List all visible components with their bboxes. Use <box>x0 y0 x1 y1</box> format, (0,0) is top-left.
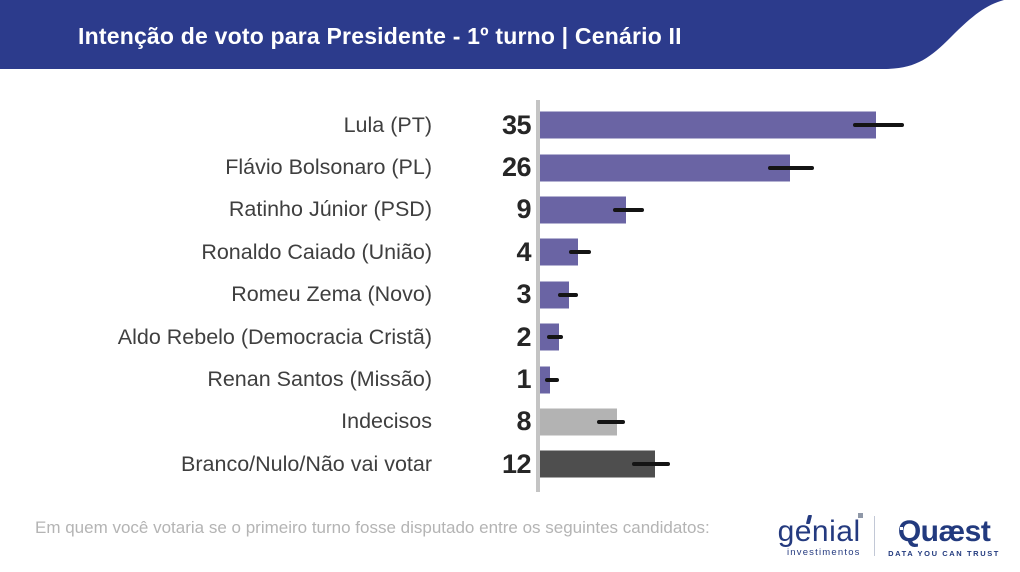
candidate-label: Indecisos <box>341 409 432 434</box>
error-bar <box>558 292 579 297</box>
bar-track <box>540 231 1020 273</box>
error-bar <box>544 377 560 382</box>
page-title: Intenção de voto para Presidente - 1º tu… <box>78 23 682 49</box>
candidate-label: Lula (PT) <box>343 112 432 137</box>
candidate-label: Branco/Nulo/Não vai votar <box>181 451 432 476</box>
bar-track <box>540 146 1020 188</box>
candidate-label: Renan Santos (Missão) <box>207 367 432 392</box>
branding-logos: genial investimentos Quæst DATA YOU CAN … <box>777 512 1000 559</box>
chart-row: Flávio Bolsonaro (PL) 26 <box>0 146 1020 188</box>
bar <box>540 154 790 182</box>
bar-track <box>540 189 1020 231</box>
value-label: 3 <box>516 279 531 310</box>
value-label: 26 <box>501 152 532 183</box>
genial-subtitle: investimentos <box>786 547 861 558</box>
candidate-label: Ratinho Júnior (PSD) <box>228 197 432 222</box>
chart-baseline-axis <box>536 100 540 492</box>
value-label: 12 <box>501 448 532 479</box>
quaest-pixel-icon <box>894 522 899 526</box>
error-bar <box>568 250 591 255</box>
error-bar <box>546 335 564 340</box>
banner-shape <box>0 0 1004 69</box>
error-bar <box>852 123 904 128</box>
bar-track <box>540 316 1020 358</box>
chart-row: Aldo Rebelo (Democracia Cristã) 2 <box>0 316 1020 358</box>
candidate-label: Aldo Rebelo (Democracia Cristã) <box>117 324 432 349</box>
bar-chart: Lula (PT) 35 Flávio Bolsonaro (PL) 26 Ratinh… <box>0 104 1020 486</box>
candidate-label: Ronaldo Caiado (União) <box>201 239 432 264</box>
value-label: 35 <box>501 109 532 140</box>
quaest-logo: Quæst DATA YOU CAN TRUST <box>888 515 1000 559</box>
survey-question-text: Em quem você votaria se o primeiro turno… <box>35 518 710 537</box>
error-bar <box>768 165 814 170</box>
error-bar <box>596 419 626 424</box>
chart-row: Ronaldo Caiado (União) 4 <box>0 231 1020 273</box>
bar-track <box>540 358 1020 400</box>
value-label: 8 <box>516 406 531 437</box>
value-label: 2 <box>516 321 531 352</box>
bar <box>540 111 876 139</box>
quaest-wordmark: Quæst <box>897 515 991 548</box>
chart-row: Lula (PT) 35 <box>0 104 1020 146</box>
bar-track <box>540 274 1020 316</box>
bar-track <box>540 401 1020 443</box>
chart-row: Branco/Nulo/Não vai votar 12 <box>0 443 1020 485</box>
genial-logo: genial investimentos <box>777 512 863 558</box>
chart-row: Renan Santos (Missão) 1 <box>0 358 1020 400</box>
candidate-label: Flávio Bolsonaro (PL) <box>225 155 432 180</box>
bar-track <box>540 104 1020 146</box>
chart-row: Romeu Zema (Novo) 3 <box>0 274 1020 316</box>
error-bar <box>632 462 670 467</box>
value-label: 4 <box>516 236 531 267</box>
value-label: 1 <box>516 364 531 395</box>
value-label: 9 <box>516 194 531 225</box>
genial-wordmark: genial <box>777 514 861 548</box>
bar <box>540 196 627 224</box>
header-banner: Intenção de voto para Presidente - 1º tu… <box>0 0 1020 70</box>
quaest-tagline: DATA YOU CAN TRUST <box>888 549 1000 558</box>
candidate-label: Romeu Zema (Novo) <box>231 282 432 307</box>
chart-row: Indecisos 8 <box>0 401 1020 443</box>
genial-cursor-icon <box>857 512 863 518</box>
logo-divider <box>873 516 876 556</box>
bar-track <box>540 443 1020 485</box>
chart-row: Ratinho Júnior (PSD) 9 <box>0 189 1020 231</box>
quaest-pixel-icon <box>900 527 904 530</box>
error-bar <box>612 207 644 212</box>
